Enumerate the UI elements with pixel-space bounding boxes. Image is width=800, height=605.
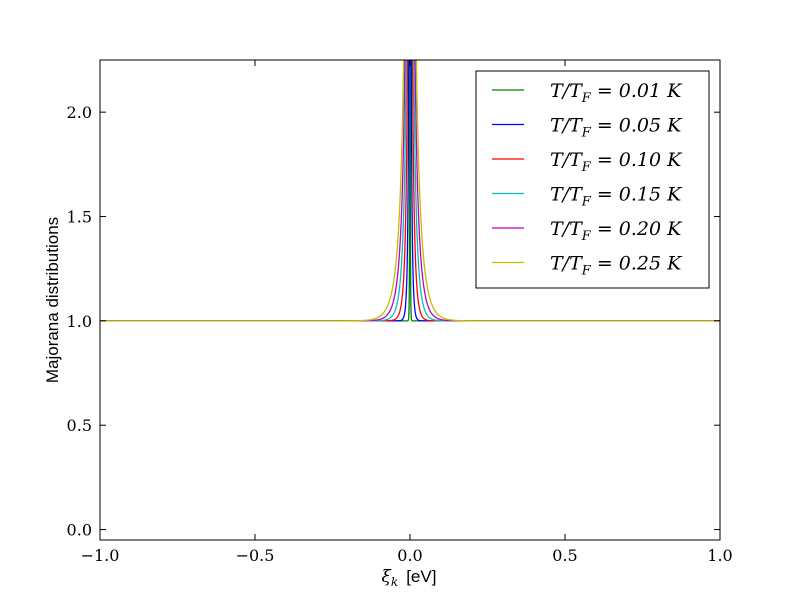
legend-label-lhs: T/T (550, 184, 583, 206)
legend-label-lhs: T/T (550, 115, 583, 137)
legend-label-lhs: T/T (550, 80, 583, 102)
series-layer (100, 60, 720, 322)
legend-label-1: T/TF = 0.01 K (550, 80, 683, 106)
legend-label-sub: F (581, 91, 592, 106)
y-tick-label: 1.5 (67, 208, 92, 227)
series-line-6 (100, 60, 720, 322)
legend-label-5: T/TF = 0.20 K (550, 218, 683, 244)
x-axis-label: ξk [eV] (382, 567, 437, 589)
legend-label-lhs: T/T (550, 149, 583, 171)
x-axis-label-subscript: k (391, 575, 398, 589)
legend-label-rhs: = 0.01 K (591, 80, 683, 102)
legend-label-rhs: = 0.25 K (591, 253, 683, 275)
x-tick-label: 0.0 (397, 546, 422, 565)
legend-label-rhs: = 0.15 K (591, 184, 683, 206)
legend-label-rhs: = 0.20 K (591, 218, 683, 240)
legend-label-lhs: T/T (550, 218, 583, 240)
y-tick-label: 0.5 (67, 416, 92, 435)
x-tick-label: −0.5 (236, 546, 275, 565)
y-tick-label: 0.0 (67, 521, 92, 540)
x-tick-label: 1.0 (707, 546, 732, 565)
legend-label-sub: F (581, 229, 592, 244)
legend-label-2: T/TF = 0.05 K (550, 115, 683, 141)
legend-box (475, 70, 710, 289)
y-tick-label: 1.0 (67, 312, 92, 331)
legend-label-rhs: = 0.10 K (591, 149, 683, 171)
legend-label-rhs: = 0.05 K (591, 115, 683, 137)
x-axis-label-unit: [eV] (406, 567, 436, 586)
y-tick-label: 2.0 (67, 103, 92, 122)
legend-label-sub: F (581, 264, 592, 279)
legend-label-6: T/TF = 0.25 K (550, 253, 683, 279)
x-tick-label: 0.5 (552, 546, 577, 565)
ticks-layer: −1.0 −0.5 0.0 0.5 1.0 0.0 0.5 1.0 1.5 2.0 (67, 60, 733, 565)
legend-label-sub: F (581, 195, 592, 210)
x-axis-label-symbol: ξ (382, 567, 393, 587)
legend-label-lhs: T/T (550, 253, 583, 275)
y-axis-label: Majorana distributions (43, 217, 62, 383)
legend: T/TF = 0.01 KT/TF = 0.05 KT/TF = 0.10 KT… (475, 70, 710, 289)
legend-label-4: T/TF = 0.15 K (550, 184, 683, 210)
legend-label-3: T/TF = 0.10 K (550, 149, 683, 175)
legend-label-sub: F (581, 160, 592, 175)
x-tick-label: −1.0 (81, 546, 120, 565)
legend-label-sub: F (581, 126, 592, 141)
